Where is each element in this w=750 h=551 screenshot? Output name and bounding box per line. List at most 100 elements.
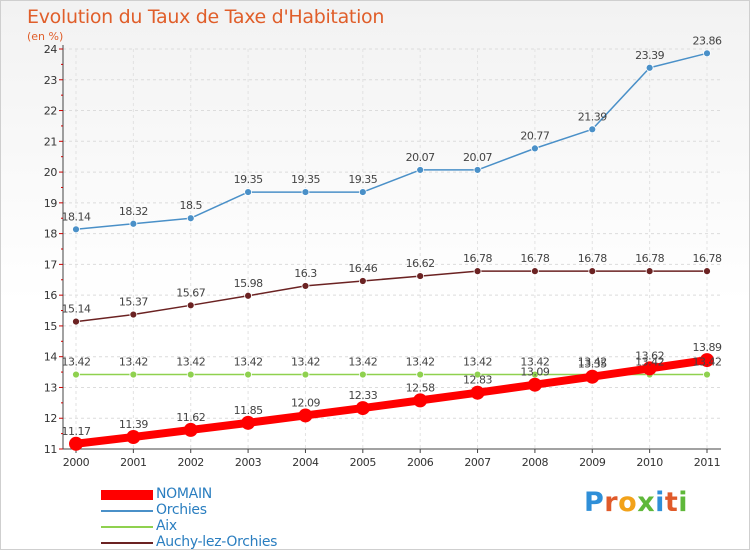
data-label-nomain: 11.62 — [176, 411, 205, 424]
y-tick-label: 24 — [44, 43, 58, 56]
y-tick-label: 16 — [44, 289, 58, 302]
logo-letter: P — [584, 487, 605, 518]
x-tick-label: 2001 — [120, 456, 146, 469]
data-label-aix: 13.42 — [291, 356, 320, 369]
data-label-orchies: 23.86 — [693, 34, 722, 47]
series-line-nomain — [72, 356, 711, 448]
proxiti-logo: Proxiti — [584, 487, 688, 518]
data-point-auchy-lez-orchies — [703, 267, 711, 276]
data-point-aix — [244, 370, 252, 379]
data-label-orchies: 18.32 — [119, 205, 148, 218]
data-label-aix: 13.42 — [234, 356, 263, 369]
data-label-aix: 13.42 — [635, 356, 664, 369]
x-tick-label: 2000 — [63, 456, 90, 469]
data-label-nomain: 11.39 — [119, 418, 148, 431]
data-point-auchy-lez-orchies — [244, 291, 252, 300]
data-label-auchy-lez-orchies: 15.14 — [62, 303, 91, 316]
data-label-nomain: 12.09 — [291, 396, 320, 409]
data-point-auchy-lez-orchies — [72, 317, 80, 326]
data-point-nomain — [413, 393, 428, 408]
data-label-aix: 13.42 — [693, 356, 722, 369]
legend-label-aix: Aix — [156, 518, 177, 534]
data-point-orchies — [703, 49, 711, 58]
data-point-orchies — [473, 166, 482, 174]
data-label-aix: 13.42 — [463, 356, 492, 369]
data-point-aix — [358, 370, 367, 379]
data-point-orchies — [129, 219, 138, 228]
y-tick-label: 13 — [44, 381, 58, 394]
data-point-aix — [129, 370, 138, 379]
data-label-orchies: 18.14 — [62, 210, 91, 223]
data-point-orchies — [72, 225, 80, 234]
data-point-aix — [703, 370, 711, 379]
y-tick-label: 17 — [44, 258, 58, 271]
data-label-orchies: 19.35 — [291, 173, 320, 186]
y-tick-label: 19 — [44, 197, 58, 210]
data-point-auchy-lez-orchies — [129, 310, 138, 319]
data-point-orchies — [588, 125, 597, 134]
data-label-aix: 13.42 — [62, 356, 91, 369]
data-label-auchy-lez-orchies: 16.78 — [635, 252, 664, 265]
data-point-nomain — [527, 377, 542, 392]
data-point-nomain — [126, 430, 141, 444]
data-label-orchies: 19.35 — [234, 173, 263, 186]
legend-label-auchy: Auchy-lez-Orchies — [156, 534, 278, 550]
legend-swatch-auchy — [101, 542, 153, 544]
data-label-nomain: 11.17 — [62, 425, 91, 438]
data-label-orchies: 19.35 — [348, 173, 377, 186]
x-tick-label: 2002 — [178, 456, 204, 469]
y-tick-label: 18 — [44, 228, 58, 241]
x-tick-label: 2009 — [579, 456, 606, 469]
data-label-auchy-lez-orchies: 15.67 — [176, 286, 205, 299]
data-point-auchy-lez-orchies — [186, 301, 195, 310]
data-point-aix — [473, 370, 482, 379]
data-label-orchies: 20.77 — [520, 129, 549, 142]
data-point-auchy-lez-orchies — [645, 267, 654, 276]
y-tick-label: 14 — [44, 351, 58, 364]
data-label-orchies: 20.07 — [463, 151, 492, 164]
data-label-orchies: 18.5 — [179, 199, 202, 212]
data-point-nomain — [69, 436, 83, 451]
y-tick-label: 12 — [44, 412, 57, 425]
data-point-nomain — [298, 408, 313, 423]
x-tick-label: 2007 — [464, 456, 491, 469]
chart-subtitle: (en %) — [27, 30, 64, 43]
data-label-auchy-lez-orchies: 16.3 — [294, 267, 317, 280]
data-label-aix: 13.42 — [406, 356, 435, 369]
data-label-aix: 13.42 — [578, 356, 607, 369]
data-label-orchies: 21.39 — [578, 110, 607, 123]
data-point-nomain — [470, 385, 485, 400]
x-tick-label: 2003 — [235, 456, 262, 469]
data-label-auchy-lez-orchies: 16.78 — [520, 252, 549, 265]
data-point-aix — [72, 370, 80, 379]
legend-label-nomain: NOMAIN — [156, 486, 212, 502]
data-label-auchy-lez-orchies: 16.46 — [348, 262, 377, 275]
data-label-nomain: 13.89 — [693, 341, 722, 354]
data-label-nomain: 12.83 — [463, 374, 492, 387]
data-label-nomain: 11.85 — [234, 404, 263, 417]
y-tick-label: 22 — [44, 105, 57, 118]
data-point-orchies — [531, 144, 539, 153]
data-point-auchy-lez-orchies — [531, 267, 539, 276]
data-point-aix — [416, 370, 425, 379]
data-label-aix: 13.42 — [176, 356, 205, 369]
data-label-auchy-lez-orchies: 15.98 — [234, 277, 263, 290]
x-tick-label: 2010 — [636, 456, 663, 469]
data-point-orchies — [186, 214, 195, 223]
data-point-auchy-lez-orchies — [588, 267, 597, 276]
data-point-auchy-lez-orchies — [416, 272, 425, 280]
x-tick-label: 2005 — [350, 456, 377, 469]
data-label-orchies: 23.39 — [635, 49, 664, 62]
data-label-aix: 13.42 — [520, 356, 549, 369]
x-tick-label: 2004 — [292, 456, 319, 469]
logo-letter: i — [655, 487, 665, 518]
data-label-nomain: 13.09 — [520, 366, 549, 379]
data-point-aix — [301, 370, 310, 379]
data-point-auchy-lez-orchies — [301, 282, 310, 290]
data-label-nomain: 13.62 — [635, 349, 664, 362]
chart-title: Evolution du Taux de Taxe d'Habitation — [27, 6, 385, 28]
legend-swatch-nomain — [101, 490, 153, 500]
data-label-nomain: 12.58 — [406, 381, 435, 394]
data-point-orchies — [301, 188, 310, 196]
logo-letter: i — [678, 487, 689, 518]
